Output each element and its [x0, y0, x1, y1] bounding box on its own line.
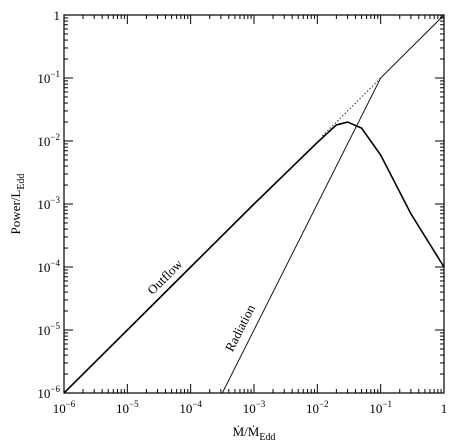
tick-base: 10 — [37, 134, 50, 149]
y-tick-label: 10−2 — [37, 132, 60, 149]
tick-base: 10 — [179, 401, 192, 416]
y-axis-label-sub: Edd — [16, 174, 27, 190]
y-axis-label-main: Power/L — [8, 190, 23, 235]
tick-exponent: −6 — [50, 384, 60, 394]
tick-base: 10 — [369, 401, 382, 416]
y-tick-label: 10−1 — [37, 69, 60, 86]
series-line — [322, 77, 381, 137]
tick-base: 10 — [306, 401, 319, 416]
x-axis-label-sub: Edd — [259, 432, 275, 443]
x-tick-label: 10−2 — [306, 399, 329, 416]
tick-base: 10 — [37, 386, 50, 401]
y-tick-label: 10−5 — [37, 321, 60, 338]
y-tick-label: 10−6 — [37, 384, 60, 401]
tick-exponent: −4 — [192, 399, 202, 409]
x-tick-label: 10−6 — [53, 399, 76, 416]
series-line — [63, 121, 445, 394]
tick-exponent: −1 — [50, 69, 60, 79]
x-tick-label: 10−5 — [116, 399, 139, 416]
tick-exponent: −3 — [50, 195, 60, 205]
x-tick-label: 10−4 — [179, 399, 202, 416]
y-tick-label: 1 — [54, 8, 61, 23]
tick-exponent: −4 — [50, 258, 60, 268]
tick-exponent: −6 — [66, 399, 76, 409]
tick-base: 10 — [243, 401, 256, 416]
tick-base: 10 — [37, 71, 50, 86]
tick-base: 10 — [37, 197, 50, 212]
tick-base: 10 — [53, 401, 66, 416]
y-tick-label: 10−3 — [37, 195, 60, 212]
tick-exponent: −3 — [256, 399, 266, 409]
x-tick-label: 1 — [441, 401, 448, 416]
tick-base: 10 — [37, 260, 50, 275]
tick-exponent: −2 — [50, 132, 60, 142]
y-tick-label: 10−4 — [37, 258, 60, 275]
tick-exponent: −1 — [382, 399, 392, 409]
tick-exponent: −5 — [50, 321, 60, 331]
x-axis-label-main: Ṁ/Ṁ — [233, 424, 260, 439]
series-label: Radiation — [222, 302, 259, 354]
series-line — [221, 14, 445, 394]
y-axis-label: Power/LEdd — [8, 174, 27, 235]
tick-base: 10 — [37, 323, 50, 338]
tick-exponent: −5 — [129, 399, 139, 409]
tick-exponent: −2 — [319, 399, 329, 409]
x-tick-label: 10−1 — [369, 399, 392, 416]
series-label: Outflow — [144, 256, 186, 298]
x-tick-label: 10−3 — [243, 399, 266, 416]
tick-base: 10 — [116, 401, 129, 416]
x-axis-label: Ṁ/ṀEdd — [233, 424, 276, 443]
